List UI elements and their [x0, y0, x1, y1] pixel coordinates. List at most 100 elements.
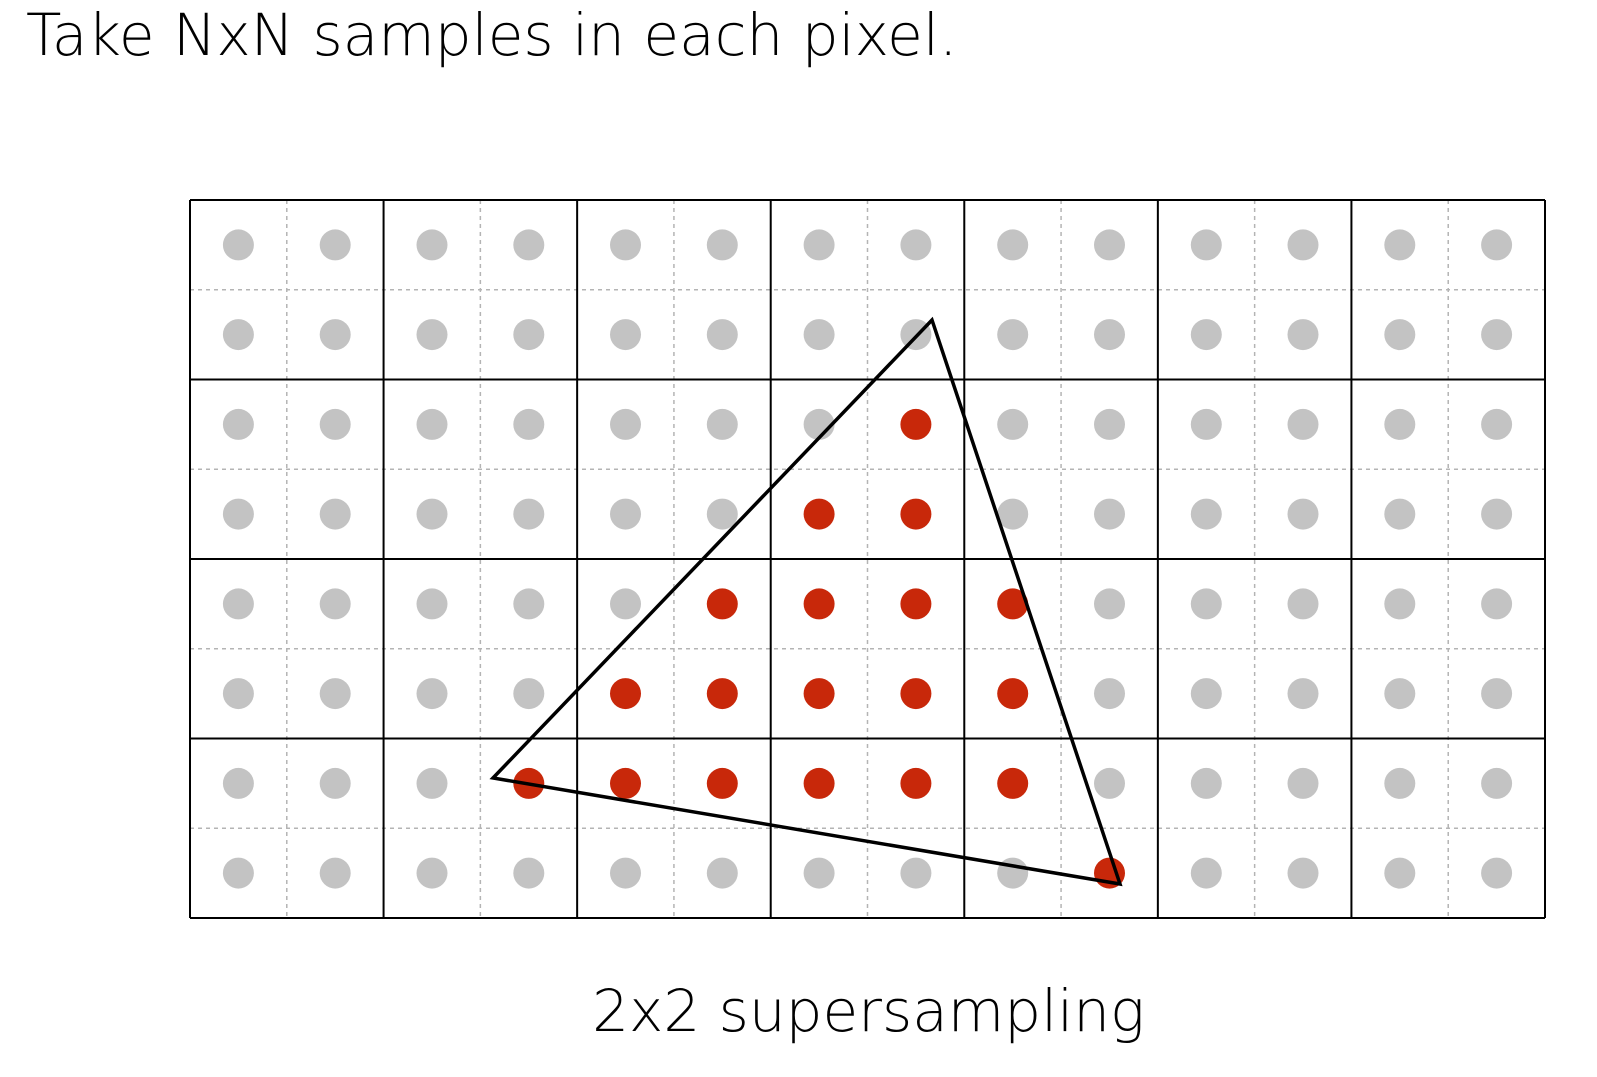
sample-point-uncovered	[803, 229, 835, 261]
sample-point-covered	[803, 678, 835, 710]
page-heading: Take NxN samples in each pixel.	[26, 1, 958, 69]
sample-point-uncovered	[1481, 408, 1513, 440]
sample-point-uncovered	[1481, 767, 1513, 799]
sample-point-uncovered	[513, 678, 545, 710]
diagram-caption-text: 2x2 supersampling	[592, 977, 1145, 1045]
sample-point-covered	[706, 767, 738, 799]
sample-point-uncovered	[1287, 588, 1319, 620]
sample-point-uncovered	[513, 498, 545, 530]
sample-point-uncovered	[610, 857, 641, 889]
sample-point-uncovered	[416, 857, 448, 889]
sample-point-uncovered	[1384, 229, 1416, 261]
sample-point-uncovered	[706, 498, 738, 530]
sample-point-covered	[900, 408, 932, 440]
sample-point-uncovered	[319, 229, 351, 261]
sample-point-uncovered	[706, 229, 738, 261]
sample-point-uncovered	[222, 229, 254, 261]
sample-point-uncovered	[997, 319, 1029, 351]
sample-point-uncovered	[319, 498, 351, 530]
sample-point-uncovered	[222, 678, 254, 710]
sample-point-uncovered	[319, 678, 351, 710]
sample-point-uncovered	[1094, 498, 1125, 530]
sample-point-uncovered	[319, 588, 351, 620]
sample-point-covered	[900, 588, 932, 620]
sample-point-uncovered	[610, 319, 641, 351]
sample-point-uncovered	[997, 498, 1029, 530]
sample-point-uncovered	[1481, 498, 1513, 530]
sample-point-uncovered	[803, 319, 835, 351]
sample-point-uncovered	[1287, 319, 1319, 351]
sample-point-uncovered	[706, 319, 738, 351]
sample-point-uncovered	[319, 319, 351, 351]
sample-point-uncovered	[1190, 588, 1222, 620]
sample-point-uncovered	[900, 229, 932, 261]
sample-point-uncovered	[1094, 319, 1125, 351]
sample-point-uncovered	[1384, 498, 1416, 530]
sample-point-uncovered	[513, 857, 545, 889]
sample-point-covered	[997, 678, 1029, 710]
sample-point-covered	[610, 767, 641, 799]
sample-point-covered	[803, 767, 835, 799]
sample-point-uncovered	[416, 767, 448, 799]
sample-point-uncovered	[416, 498, 448, 530]
sample-point-uncovered	[1481, 588, 1513, 620]
sample-point-uncovered	[1190, 319, 1222, 351]
sample-point-covered	[803, 498, 835, 530]
sample-point-uncovered	[416, 588, 448, 620]
sample-point-uncovered	[416, 678, 448, 710]
sample-point-uncovered	[222, 498, 254, 530]
sample-point-covered	[803, 588, 835, 620]
sample-point-covered	[997, 767, 1029, 799]
sample-point-uncovered	[513, 229, 545, 261]
sample-point-uncovered	[222, 767, 254, 799]
sample-point-uncovered	[1287, 498, 1319, 530]
sample-point-uncovered	[416, 408, 448, 440]
sample-point-uncovered	[706, 408, 738, 440]
sample-point-uncovered	[997, 229, 1029, 261]
sample-point-uncovered	[1190, 498, 1222, 530]
sample-point-uncovered	[610, 498, 641, 530]
sample-point-uncovered	[513, 319, 545, 351]
sample-point-covered	[900, 678, 932, 710]
sample-point-uncovered	[1287, 408, 1319, 440]
sample-point-uncovered	[222, 857, 254, 889]
sample-points	[222, 229, 1513, 889]
sample-point-uncovered	[222, 319, 254, 351]
diagram-caption: 2x2 supersampling	[0, 977, 1597, 1045]
sample-point-uncovered	[1094, 229, 1125, 261]
sample-point-uncovered	[222, 408, 254, 440]
sample-point-covered	[706, 588, 738, 620]
sample-point-uncovered	[1481, 678, 1513, 710]
sample-point-uncovered	[416, 229, 448, 261]
sample-point-uncovered	[610, 588, 641, 620]
sample-point-uncovered	[1190, 408, 1222, 440]
sample-point-uncovered	[1384, 319, 1416, 351]
sample-point-uncovered	[997, 408, 1029, 440]
sample-point-uncovered	[222, 588, 254, 620]
sample-point-uncovered	[1287, 767, 1319, 799]
sample-point-uncovered	[706, 857, 738, 889]
sample-point-uncovered	[319, 408, 351, 440]
sample-point-uncovered	[1384, 408, 1416, 440]
sample-point-uncovered	[1094, 678, 1125, 710]
sample-point-uncovered	[513, 588, 545, 620]
subpixel-grid-lines	[190, 200, 1545, 918]
sample-point-uncovered	[319, 857, 351, 889]
sample-point-uncovered	[1287, 229, 1319, 261]
sample-point-covered	[900, 767, 932, 799]
sample-point-uncovered	[1190, 857, 1222, 889]
sample-point-uncovered	[1190, 229, 1222, 261]
sample-point-uncovered	[900, 857, 932, 889]
sample-point-uncovered	[1481, 857, 1513, 889]
sample-point-uncovered	[1481, 229, 1513, 261]
sample-point-uncovered	[1384, 678, 1416, 710]
sample-point-covered	[706, 678, 738, 710]
sample-point-uncovered	[803, 857, 835, 889]
sample-point-uncovered	[416, 319, 448, 351]
sample-point-uncovered	[1384, 767, 1416, 799]
sample-point-uncovered	[1094, 767, 1125, 799]
sample-point-uncovered	[513, 408, 545, 440]
pixel-grid-lines	[189, 199, 1546, 919]
triangle-outline	[489, 316, 1123, 887]
